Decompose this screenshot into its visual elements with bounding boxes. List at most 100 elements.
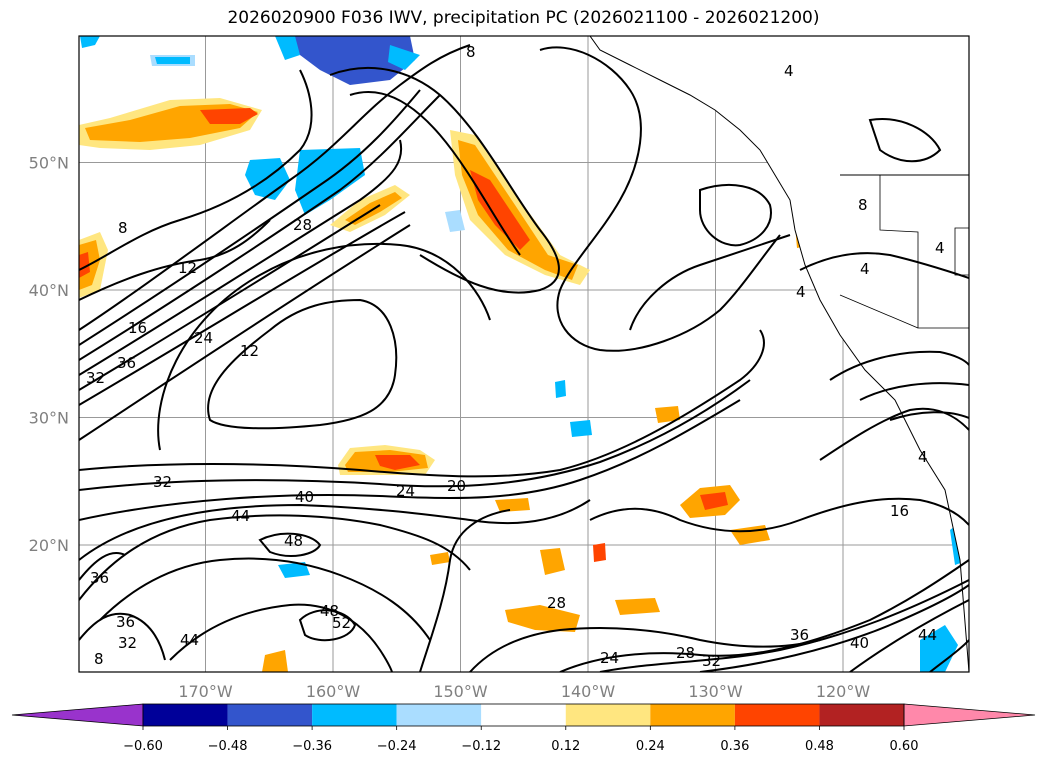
map-title: 2026020900 F036 IWV, precipitation PC (2…: [227, 8, 820, 28]
contour-labels: 8 12 16 24 28 36 32 12 4 8 4 4 4 4 8 16 …: [86, 43, 945, 670]
colorbar-bin: [312, 704, 397, 726]
shade-patch: [79, 252, 90, 278]
latitude-labels: 50°N 40°N 30°N 20°N: [29, 154, 69, 556]
contour-label: 36: [790, 626, 809, 644]
contour-label: 36: [90, 569, 109, 587]
contour-line: [79, 612, 166, 661]
colorbar-bin: [396, 704, 482, 726]
contour-label: 8: [118, 219, 128, 237]
colorbar-tick-label: 0.24: [636, 739, 665, 754]
colorbar-bin: [819, 704, 904, 726]
lon-label: 120°W: [816, 682, 871, 701]
lat-label: 20°N: [29, 536, 69, 555]
shade-patch: [700, 492, 728, 510]
colorbar-bin: [481, 704, 566, 726]
lon-label: 150°W: [433, 682, 488, 701]
iwv-contours: [79, 44, 969, 672]
shade-patch: [200, 108, 258, 124]
contour-line: [859, 382, 969, 401]
shade-patch: [505, 605, 580, 632]
contour-label: 32: [153, 473, 172, 491]
colorbar-bin: [650, 704, 735, 726]
shade-patch: [275, 36, 300, 60]
contour-line: [589, 497, 969, 533]
contour-line: [699, 584, 969, 672]
shade-patch: [470, 170, 530, 250]
contour-label: 28: [547, 594, 566, 612]
coastline: [589, 36, 969, 672]
contour-line: [929, 639, 969, 672]
contour-line: [298, 609, 357, 642]
contour-label: 4: [918, 448, 928, 466]
contour-line: [79, 379, 751, 491]
contour-line: [79, 399, 741, 521]
state-border: [839, 294, 919, 329]
contour-line: [349, 90, 521, 256]
state-border: [879, 175, 969, 329]
colorbar-bin: [734, 704, 820, 726]
colorbar-under-arrow: [11, 703, 144, 727]
contour-label: 4: [796, 283, 806, 301]
contour-label: 28: [293, 216, 312, 234]
contour-line: [207, 298, 398, 430]
contour-label: 36: [117, 354, 136, 372]
contour-line: [79, 94, 441, 361]
contour-label: 20: [447, 477, 466, 495]
colorbar-bin: [227, 704, 313, 726]
contour-label: 8: [858, 196, 868, 214]
contour-line: [559, 559, 969, 672]
contour-label: 12: [178, 259, 197, 277]
shade-patch: [593, 543, 606, 562]
colorbar-tick-label: −0.36: [292, 739, 332, 754]
contour-line: [79, 44, 471, 331]
contour-label: 32: [118, 634, 137, 652]
contour-label: 44: [231, 507, 250, 525]
shade-patch: [458, 140, 578, 280]
contour-line: [79, 89, 421, 346]
lon-label: 130°W: [688, 682, 743, 701]
contour-line: [799, 252, 969, 279]
contour-label: 40: [850, 634, 869, 652]
contour-label: 28: [676, 644, 695, 662]
contour-line: [469, 627, 821, 672]
colorbar-tick-label: −0.48: [208, 739, 248, 754]
contour-line: [819, 407, 969, 461]
contour-label: 8: [466, 43, 476, 61]
colorbar: −0.60 −0.48 −0.36 −0.24 −0.12 0.12 0.24 0.36 0.4…: [11, 703, 1036, 754]
contour-line: [79, 139, 403, 376]
longitude-labels: 170°W 160°W 150°W 140°W 130°W 120°W: [178, 682, 870, 701]
contour-label: 4: [860, 260, 870, 278]
contour-line: [79, 499, 591, 561]
plot-frame: [78, 35, 970, 673]
colorbar-tick-label: 0.60: [890, 739, 919, 754]
shade-patch: [388, 45, 420, 70]
shade-patch: [430, 552, 450, 565]
colorbar-tick-label: 0.36: [720, 739, 749, 754]
contour-label: 44: [918, 626, 937, 644]
colorbar-tick-label: −0.12: [461, 739, 501, 754]
shade-patch: [262, 650, 288, 672]
colorbar-tick-label: 0.12: [551, 739, 580, 754]
colorbar-tick-label: −0.60: [123, 739, 163, 754]
shade-patch: [80, 36, 100, 48]
contour-line: [419, 509, 511, 672]
contour-line: [539, 46, 781, 352]
contour-label: 16: [890, 502, 909, 520]
lon-label: 140°W: [561, 682, 616, 701]
contour-line: [99, 557, 431, 641]
colorbar-tick-label: −0.24: [377, 739, 417, 754]
contour-line: [868, 118, 942, 163]
colorbar-over-arrow: [903, 703, 1036, 727]
lat-label: 40°N: [29, 281, 69, 300]
shade-patch: [920, 625, 958, 672]
state-border: [954, 227, 969, 276]
contour-label: 24: [194, 329, 213, 347]
lon-label: 160°W: [306, 682, 361, 701]
colorbar-frame: [142, 703, 905, 727]
contour-label: 16: [128, 319, 147, 337]
contour-line: [79, 219, 271, 301]
contour-line: [629, 234, 791, 331]
shade-patch: [540, 548, 565, 575]
shade-patch: [155, 57, 190, 64]
